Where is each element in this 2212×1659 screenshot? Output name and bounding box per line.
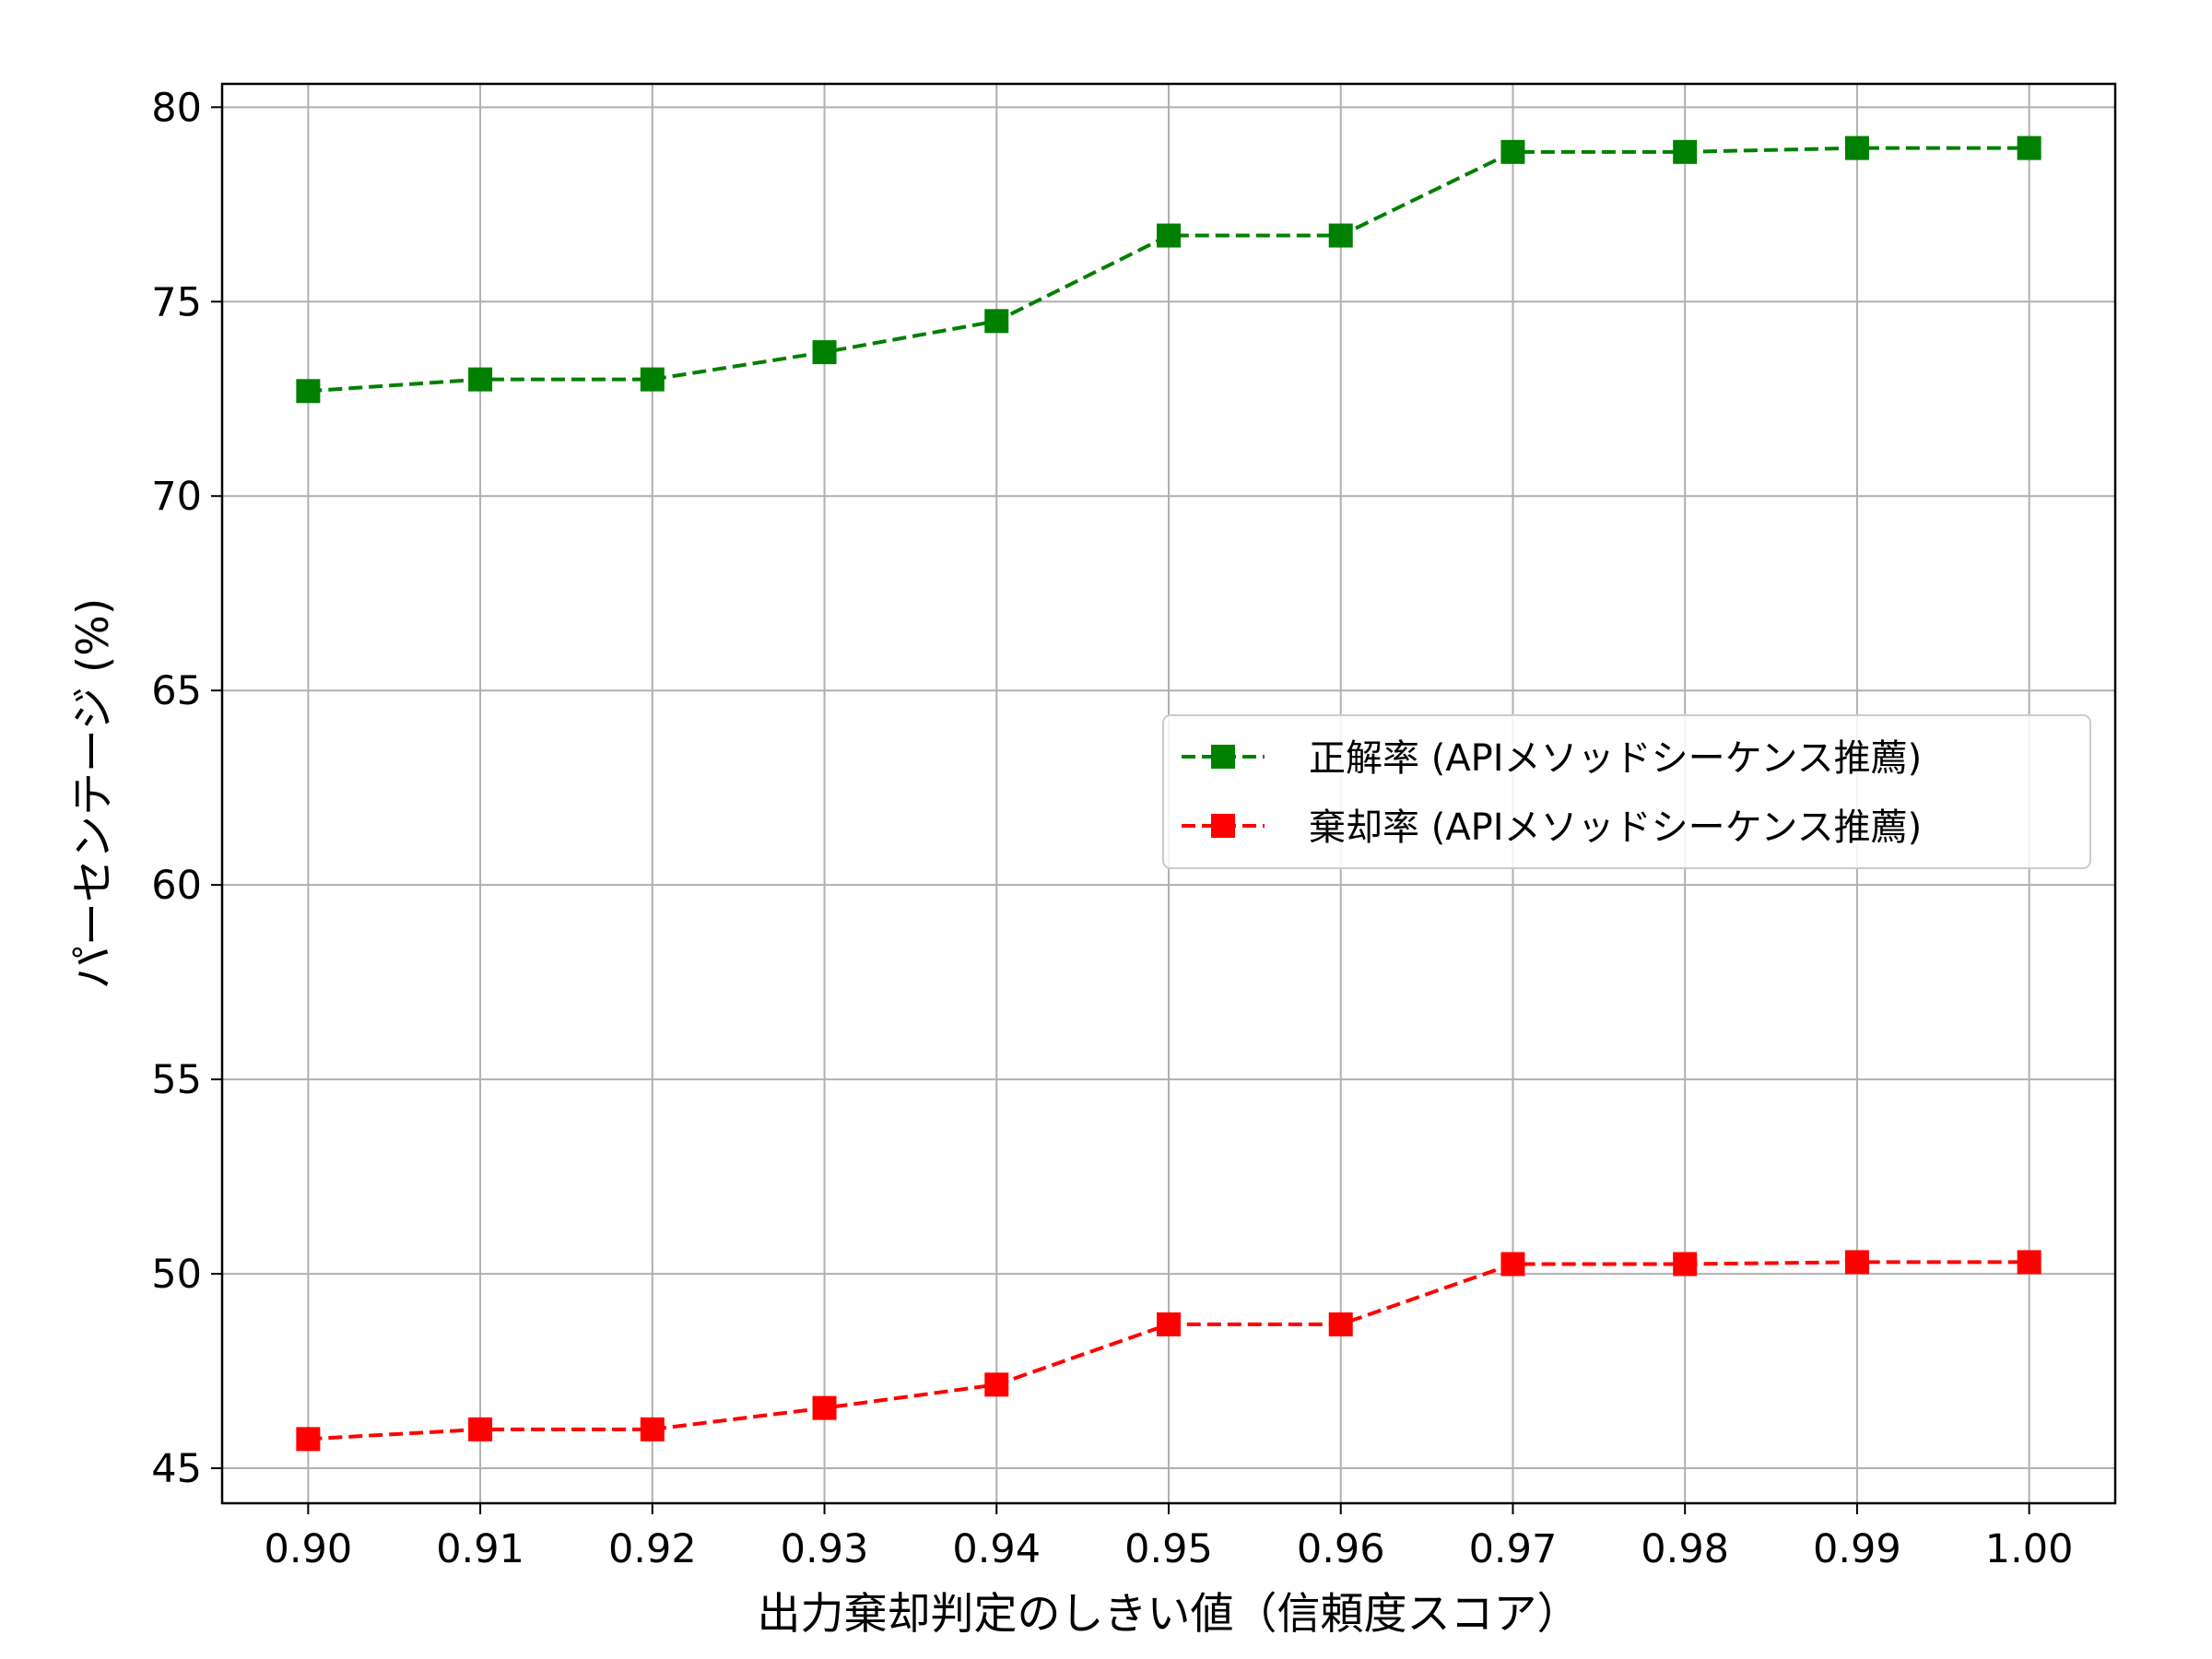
data-point-rejection [1673,1252,1698,1277]
legend-entry-accuracy: 正解率 (APIメソッドシーケンス推薦) [1182,737,1922,780]
data-point-rejection [812,1395,837,1420]
legend-marker-accuracy [1211,745,1235,769]
data-point-rejection [640,1417,665,1441]
y-tick-label: 50 [151,1252,202,1298]
legend-label-accuracy: 正解率 (APIメソッドシーケンス推薦) [1309,737,1922,780]
data-point-accuracy [468,367,493,392]
data-point-accuracy [1328,223,1353,248]
y-tick-label: 75 [151,279,202,325]
x-axis: 0.90 0.91 0.92 0.93 0.94 0.95 0.96 0.97 0.98 0.99… [264,1503,2074,1572]
data-point-accuracy [984,309,1009,334]
data-point-rejection [2017,1250,2041,1275]
x-tick-label: 0.90 [264,1526,352,1572]
series-rejection [296,1250,2041,1452]
x-tick-label: 0.91 [436,1526,524,1572]
data-point-rejection [1328,1312,1353,1336]
legend-entry-rejection: 棄却率 (APIメソッドシーケンス推薦) [1182,806,1922,849]
series-line-accuracy [308,146,2030,394]
x-axis-title: 出力棄却判定のしきい値（信頼度スコア） [758,1589,1581,1640]
data-point-accuracy [1844,135,1869,160]
series-accuracy [296,135,2041,404]
data-point-accuracy [296,379,321,404]
data-point-accuracy [2017,135,2041,160]
series-layer [296,135,2041,1452]
x-tick-label: 0.92 [608,1526,697,1572]
y-tick-label: 45 [151,1446,202,1492]
y-tick-label: 60 [151,863,202,909]
y-axis-title: パーセンテージ (%) [68,598,119,989]
data-point-rejection [296,1427,321,1452]
y-tick-label: 65 [151,668,202,714]
data-point-accuracy [812,340,837,365]
data-point-rejection [1157,1312,1181,1336]
legend-marker-rejection [1211,814,1235,838]
data-point-rejection [1844,1250,1869,1275]
legend: 正解率 (APIメソッドシーケンス推薦) 棄却率 (APIメソッドシーケンス推薦… [1162,714,2091,869]
data-point-rejection [468,1417,493,1441]
data-point-accuracy [1500,139,1525,164]
data-point-accuracy [1157,223,1181,248]
y-tick-label: 70 [151,474,202,520]
y-axis: 45 50 55 60 65 70 75 80 [151,85,222,1492]
x-tick-label: 0.93 [781,1526,869,1572]
x-tick-label: 0.98 [1641,1526,1729,1572]
x-tick-label: 1.00 [1985,1526,2074,1572]
x-tick-label: 0.97 [1469,1526,1558,1572]
data-point-rejection [984,1372,1009,1397]
x-tick-label: 0.96 [1297,1526,1385,1572]
x-tick-label: 0.94 [952,1526,1041,1572]
x-tick-label: 0.99 [1813,1526,1901,1572]
data-point-rejection [1500,1252,1525,1277]
x-tick-label: 0.95 [1124,1526,1213,1572]
y-tick-label: 55 [151,1057,202,1103]
data-point-accuracy [1673,139,1698,164]
data-point-accuracy [640,367,665,392]
legend-frame [1162,714,2091,869]
y-tick-label: 80 [151,85,202,131]
legend-label-rejection: 棄却率 (APIメソッドシーケンス推薦) [1309,806,1922,849]
